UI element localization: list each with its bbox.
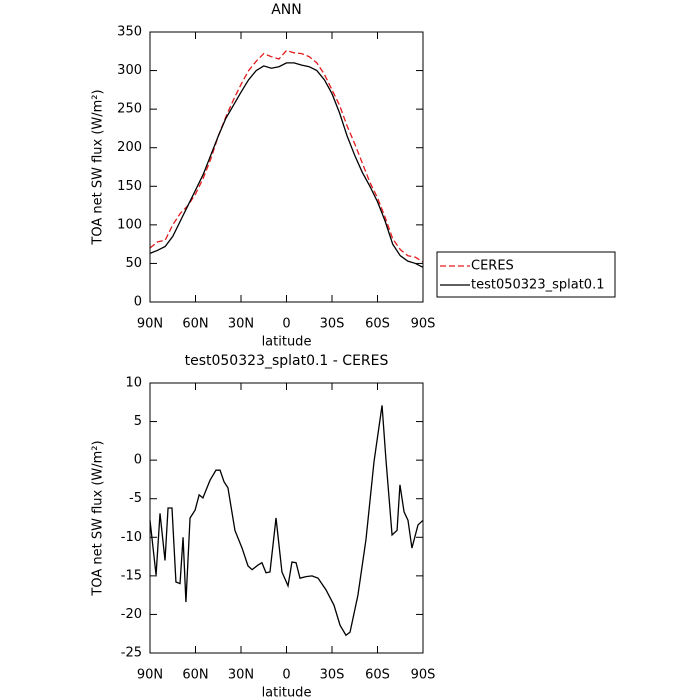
legend-label: test050323_splat0.1 [471, 278, 604, 293]
y-tick-label: -15 [121, 568, 142, 583]
x-tick-label: 30N [228, 668, 254, 683]
y-tick-label: 0 [134, 295, 142, 310]
x-axis-label: latitude [262, 335, 312, 350]
x-tick-label: 90S [411, 317, 436, 332]
data-line [149, 49, 424, 263]
y-tick-label: 50 [125, 256, 142, 271]
y-tick-label: 10 [125, 376, 142, 391]
y-tick-label: -25 [121, 646, 142, 661]
y-tick-label: 0 [134, 453, 142, 468]
x-tick-label: 0 [282, 317, 290, 332]
plot-frame [149, 382, 424, 654]
x-tick-label: 30S [320, 317, 345, 332]
x-tick-label: 90S [411, 668, 436, 683]
y-tick-label: 350 [117, 25, 142, 40]
y-axis-label: TOA net SW flux (W/m²) [91, 89, 106, 245]
y-tick-label: 200 [117, 140, 142, 155]
x-tick-label: 60N [182, 317, 208, 332]
y-tick-label: 300 [117, 63, 142, 78]
x-tick-label: 60S [365, 317, 390, 332]
y-tick-label: 150 [117, 179, 142, 194]
legend-label: CERES [471, 259, 514, 274]
x-tick-label: 90N [137, 317, 163, 332]
plot-frame [149, 31, 424, 303]
chart-title: ANN [271, 2, 302, 18]
x-tick-label: 60S [365, 668, 390, 683]
y-tick-label: -20 [121, 607, 142, 622]
y-tick-label: 250 [117, 102, 142, 117]
legend-box [436, 251, 616, 298]
y-tick-label: 5 [134, 414, 142, 429]
data-line [149, 405, 424, 637]
x-tick-label: 30N [228, 317, 254, 332]
x-axis-label: latitude [262, 686, 312, 700]
y-tick-label: -5 [129, 491, 142, 506]
data-line [149, 62, 424, 268]
y-axis-label: TOA net SW flux (W/m²) [91, 440, 106, 596]
x-tick-label: 0 [282, 668, 290, 683]
x-tick-label: 60N [182, 668, 208, 683]
y-tick-label: -10 [121, 530, 142, 545]
y-tick-label: 100 [117, 217, 142, 232]
x-tick-label: 90N [137, 668, 163, 683]
x-tick-label: 30S [320, 668, 345, 683]
chart-title: test050323_splat0.1 - CERES [185, 353, 389, 369]
